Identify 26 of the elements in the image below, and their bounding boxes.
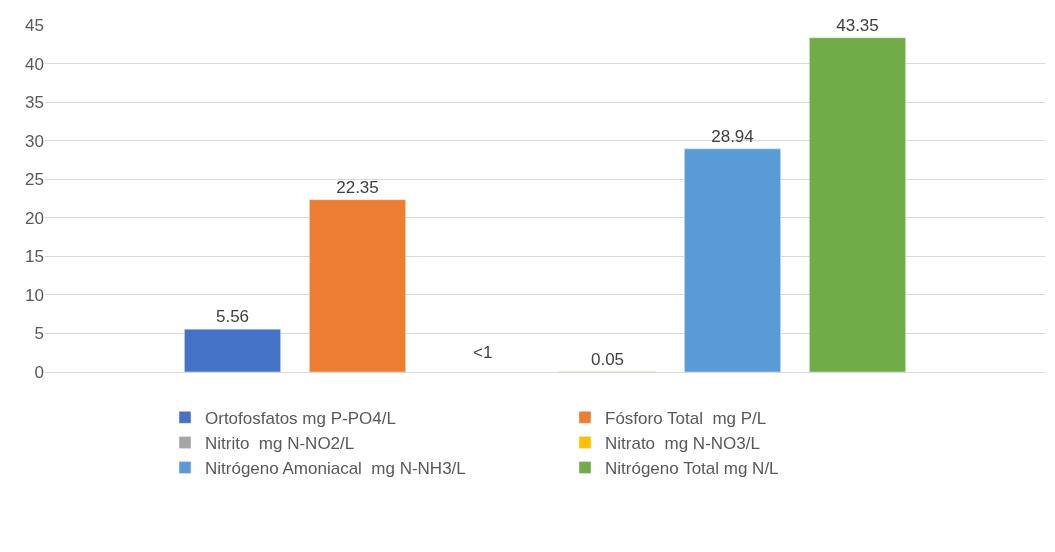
- text: <1: [473, 343, 493, 362]
- y-tick-label: 30: [25, 131, 44, 151]
- y-tick-label: 35: [25, 93, 44, 113]
- data-label: 22.35: [336, 177, 379, 197]
- y-tick-label: 15: [25, 247, 44, 267]
- y-tick-label: 45: [25, 15, 44, 35]
- data-label: 0.05: [590, 349, 625, 369]
- y-tick-label: 0: [34, 362, 44, 382]
- legend-label: Fósforo Total mg P/L: [605, 408, 767, 428]
- legend-label: Nitrato mg N-NO3/L: [605, 434, 760, 454]
- bar: [684, 148, 781, 372]
- y-tick-label: 5: [34, 324, 44, 344]
- y-tick-label: 40: [25, 54, 44, 74]
- y-tick-label: 10: [25, 285, 44, 305]
- data-label: 28.94: [711, 126, 754, 146]
- data-label: 43.35: [836, 15, 879, 35]
- bar: [809, 37, 906, 372]
- y-tick-label: 20: [25, 208, 44, 228]
- legend-label: Nitrógeno Amoniacal mg N-NH3/L: [205, 459, 466, 479]
- y-tick-label: 25: [25, 170, 44, 190]
- bar: [184, 328, 281, 372]
- legend-label: Ortofosfatos mg P-PO4/L: [205, 408, 396, 428]
- legend-label: Nitrito mg N-NO2/L: [205, 434, 355, 454]
- data-label: 5.56: [215, 307, 250, 327]
- bar: [309, 199, 406, 372]
- legend-label: Nitrógeno Total mg N/L: [605, 459, 779, 479]
